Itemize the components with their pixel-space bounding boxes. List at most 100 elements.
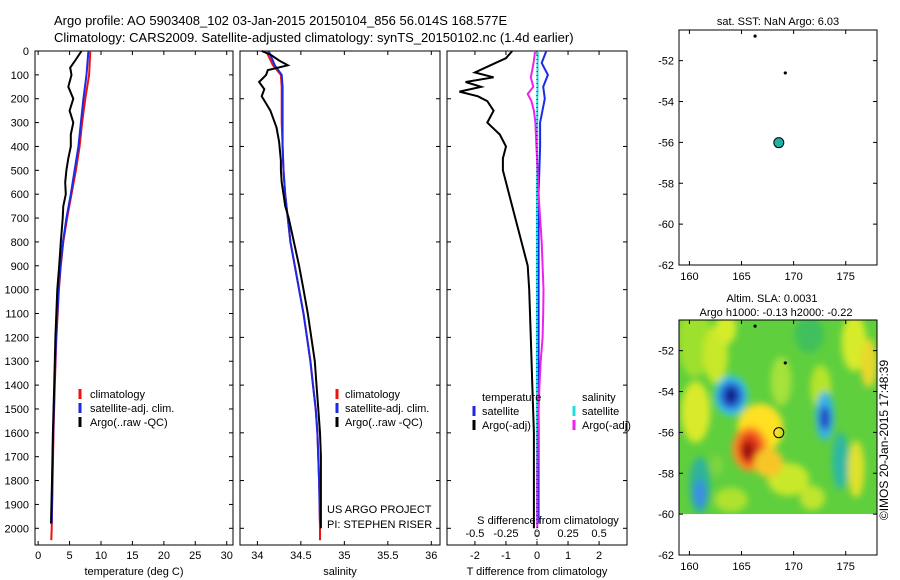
x-tick-label: 10 bbox=[95, 550, 107, 562]
pi-annotation: PI: STEPHEN RISER bbox=[327, 519, 432, 531]
x-tick-label: 175 bbox=[837, 271, 855, 283]
x-tick-label: 5 bbox=[67, 550, 73, 562]
x-tick-label: 36 bbox=[425, 550, 437, 562]
x-tick-label: 175 bbox=[837, 561, 855, 573]
salinity-tick-label: -0.5 bbox=[465, 528, 484, 540]
y-tick-label: 1500 bbox=[5, 404, 29, 416]
x-axis-label: salinity bbox=[323, 566, 357, 578]
island-marker bbox=[753, 34, 757, 38]
argo-float-marker bbox=[773, 427, 785, 439]
island-marker bbox=[783, 361, 787, 365]
y-tick-label: 1700 bbox=[5, 452, 29, 464]
y-tick-label: -58 bbox=[658, 178, 674, 190]
y-tick-label: 100 bbox=[11, 70, 29, 82]
difference-profile-panel: -2 -1 0 1 2 T difference from climatology -0.5… bbox=[446, 50, 631, 578]
sla-anomaly-patch bbox=[741, 441, 755, 460]
x-tick-label: 2 bbox=[596, 550, 602, 562]
legend-label: climatology bbox=[90, 389, 146, 401]
salinity-tick-label: 0.5 bbox=[591, 528, 606, 540]
x-tick-label: 165 bbox=[732, 271, 750, 283]
sst-map-frame bbox=[678, 29, 878, 266]
legend-label: satellite-adj. clim. bbox=[90, 403, 174, 415]
x-tick-label: 170 bbox=[784, 271, 802, 283]
y-tick-label: 1400 bbox=[5, 380, 29, 392]
series-2-line bbox=[50, 50, 83, 524]
island-marker bbox=[753, 324, 757, 328]
legend-label: Argo(..raw -QC) bbox=[345, 417, 423, 429]
x-tick-label: 160 bbox=[680, 561, 698, 573]
sla-anomaly-patch bbox=[799, 485, 825, 511]
legend-label: satellite bbox=[482, 406, 519, 418]
sla-anomaly-patch bbox=[679, 320, 712, 378]
sla-anomaly-patch bbox=[724, 387, 738, 405]
y-tick-label: 1300 bbox=[5, 356, 29, 368]
y-tick-label: -52 bbox=[658, 56, 674, 68]
y-tick-label: 300 bbox=[11, 118, 29, 130]
series-3-line bbox=[526, 50, 545, 529]
y-tick-label: -58 bbox=[658, 468, 674, 480]
y-tick-label: 2000 bbox=[5, 523, 29, 535]
y-tick-label: 1800 bbox=[5, 476, 29, 488]
altimetry-map-panel: Altim. SLA: 0.0031 Argo h1000: -0.13 h200… bbox=[658, 293, 878, 573]
salinity-tick-label: 0.25 bbox=[557, 528, 578, 540]
y-tick-label: 500 bbox=[11, 165, 29, 177]
sla-anomaly-patch bbox=[681, 381, 711, 443]
y-tick-label: -62 bbox=[658, 260, 674, 272]
series-1-line bbox=[459, 50, 535, 529]
figure-title-line1: Argo profile: AO 5903408_102 03-Jan-2015… bbox=[54, 13, 508, 28]
x-axis-label: temperature (deg C) bbox=[84, 566, 183, 578]
y-tick-label: 1900 bbox=[5, 499, 29, 511]
y-tick-label: 200 bbox=[11, 94, 29, 106]
x-tick-label: 34.5 bbox=[290, 550, 311, 562]
altimetry-map-frame bbox=[678, 319, 878, 556]
x-tick-label: 160 bbox=[680, 271, 698, 283]
project-annotation: US ARGO PROJECT bbox=[327, 504, 432, 516]
imos-watermark: ©IMOS 20-Jan-2015 17:48:39 bbox=[877, 360, 891, 521]
sla-anomaly-patch bbox=[794, 320, 824, 353]
series-2-line bbox=[257, 50, 322, 529]
y-tick-label: 700 bbox=[11, 213, 29, 225]
y-tick-label: 600 bbox=[11, 189, 29, 201]
y-tick-label: 800 bbox=[11, 237, 29, 249]
y-tick-label: 0 bbox=[23, 46, 29, 58]
y-tick-label: -54 bbox=[658, 97, 674, 109]
argo-float-marker bbox=[773, 137, 785, 149]
altimetry-title-line2: Argo h1000: -0.13 h2000: -0.22 bbox=[700, 307, 853, 319]
salinity-tick-label: -0.25 bbox=[493, 528, 518, 540]
x-tick-label: 35.5 bbox=[377, 550, 398, 562]
legend-label: satellite-adj. clim. bbox=[345, 403, 429, 415]
legend-heading: temperature bbox=[482, 392, 541, 404]
x-tick-label: 1 bbox=[565, 550, 571, 562]
x-tick-label: 35 bbox=[338, 550, 350, 562]
y-tick-label: -60 bbox=[658, 219, 674, 231]
y-tick-label: -62 bbox=[658, 550, 674, 562]
sst-map-panel: sat. SST: NaN Argo: 6.03 160 165 170 175 -52 -… bbox=[658, 16, 878, 283]
x-tick-label: 15 bbox=[126, 550, 138, 562]
x-tick-label: 0 bbox=[534, 550, 540, 562]
sla-anomaly-patch bbox=[693, 479, 707, 508]
island-marker bbox=[783, 71, 787, 75]
y-tick-label: -52 bbox=[658, 346, 674, 358]
sla-anomaly-patch bbox=[832, 432, 849, 490]
x-tick-label: 25 bbox=[189, 550, 201, 562]
y-tick-label: 400 bbox=[11, 141, 29, 153]
y-tick-label: 1600 bbox=[5, 428, 29, 440]
sst-map-title: sat. SST: NaN Argo: 6.03 bbox=[717, 16, 839, 28]
sla-anomaly-patch bbox=[819, 405, 831, 431]
figure-title-line2: Climatology: CARS2009. Satellite-adjuste… bbox=[54, 30, 574, 45]
legend-label: Argo(..raw -QC) bbox=[90, 417, 168, 429]
series-1-line bbox=[267, 50, 321, 524]
sla-anomaly-patch bbox=[841, 320, 867, 372]
altimetry-title-line1: Altim. SLA: 0.0031 bbox=[726, 293, 817, 305]
x-tick-label: 34 bbox=[251, 550, 263, 562]
series-2-line bbox=[536, 50, 539, 524]
x-tick-label: -1 bbox=[501, 550, 511, 562]
x-tick-label: 0 bbox=[35, 550, 41, 562]
salinity-axis-label: S difference from climatology bbox=[477, 515, 619, 527]
legend-label: Argo(-adj) bbox=[482, 420, 531, 432]
x-tick-label: -2 bbox=[470, 550, 480, 562]
x-axis-label: T difference from climatology bbox=[467, 566, 608, 578]
y-tick-label: 900 bbox=[11, 261, 29, 273]
x-tick-label: 30 bbox=[221, 550, 233, 562]
